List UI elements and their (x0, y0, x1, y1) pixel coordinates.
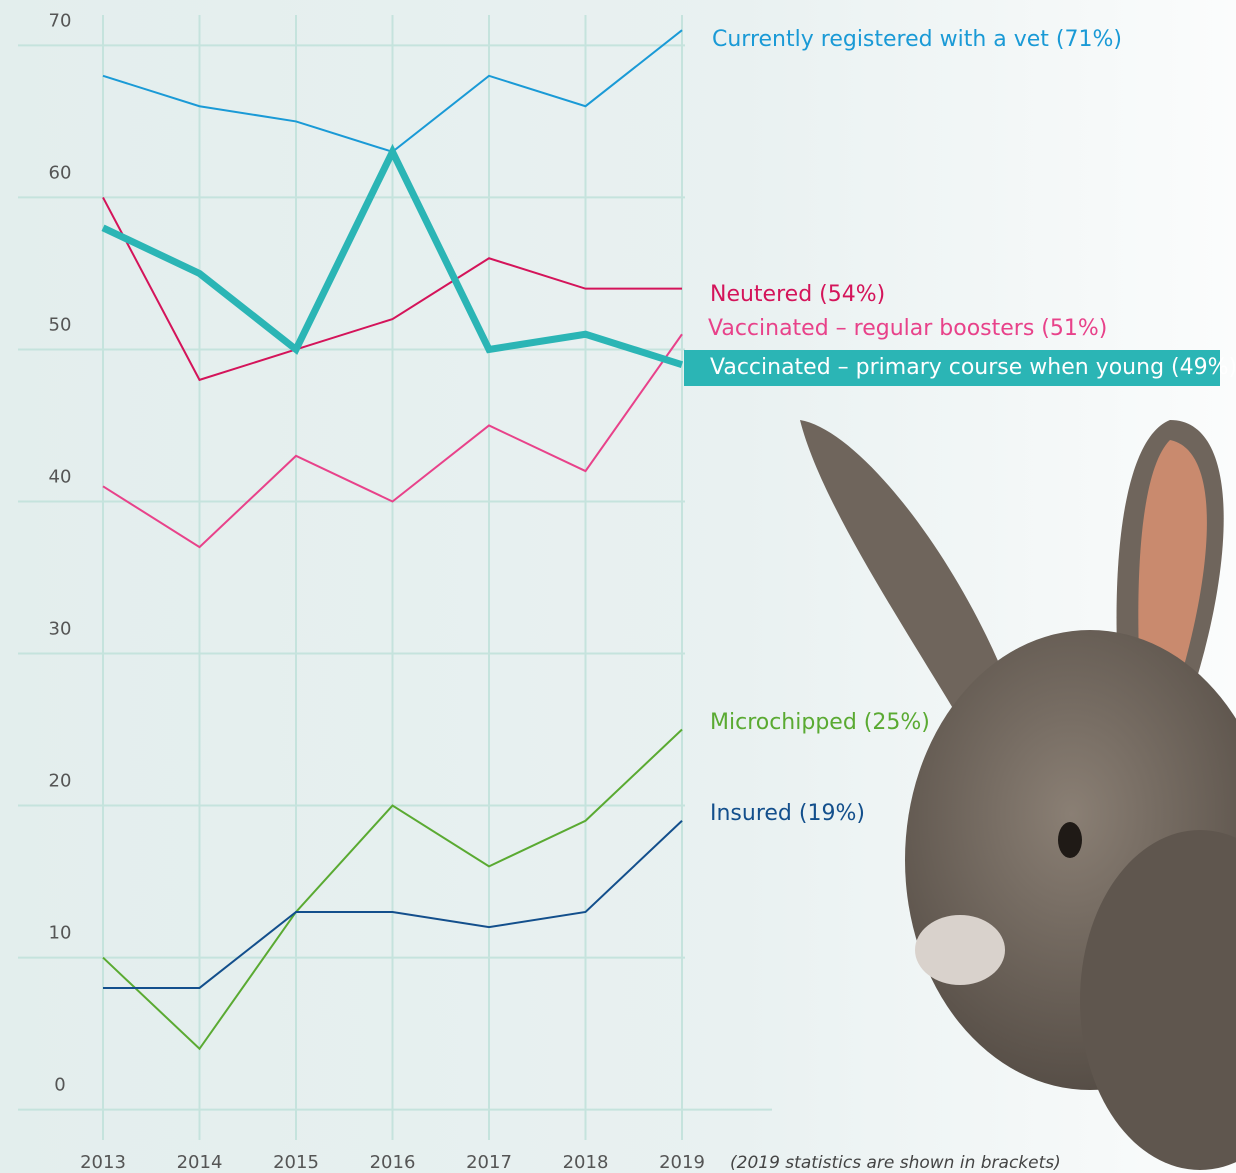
series-line (102, 728, 683, 1051)
x-tick-label: 2015 (273, 1152, 319, 1173)
y-tick-label: 60 (49, 162, 72, 183)
rabbit-illustration (800, 420, 1236, 1170)
legend-highlight (684, 350, 1220, 386)
legend-label: Vaccinated – primary course when young (… (710, 355, 1236, 380)
legend-label: Insured (19%) (710, 801, 865, 826)
series-line (102, 333, 683, 549)
y-tick-label: 0 (54, 1075, 65, 1096)
legend-label: Microchipped (25%) (710, 710, 930, 735)
series-line (101, 143, 684, 369)
series-line (103, 820, 683, 989)
x-tick-label: 2018 (563, 1152, 609, 1173)
note: (2019 statistics are shown in brackets) (730, 1153, 1061, 1173)
legend-label: Neutered (54%) (710, 282, 885, 307)
y-tick-label: 70 (49, 10, 72, 31)
y-tick-label: 30 (49, 619, 72, 640)
x-tick-label: 2016 (370, 1152, 416, 1173)
legend-label: Vaccinated – regular boosters (51%) (708, 316, 1107, 341)
y-tick-label: 40 (49, 466, 72, 487)
x-tick-label: 2019 (659, 1152, 705, 1173)
y-tick-label: 20 (49, 771, 72, 792)
series-line (102, 196, 682, 382)
x-tick-label: 2017 (466, 1152, 512, 1173)
legend-label: Currently registered with a vet (71%) (712, 27, 1122, 52)
x-tick-label: 2013 (80, 1152, 126, 1173)
y-tick-label: 50 (49, 314, 72, 335)
y-tick-label: 10 (49, 923, 72, 944)
x-tick-label: 2014 (177, 1152, 223, 1173)
